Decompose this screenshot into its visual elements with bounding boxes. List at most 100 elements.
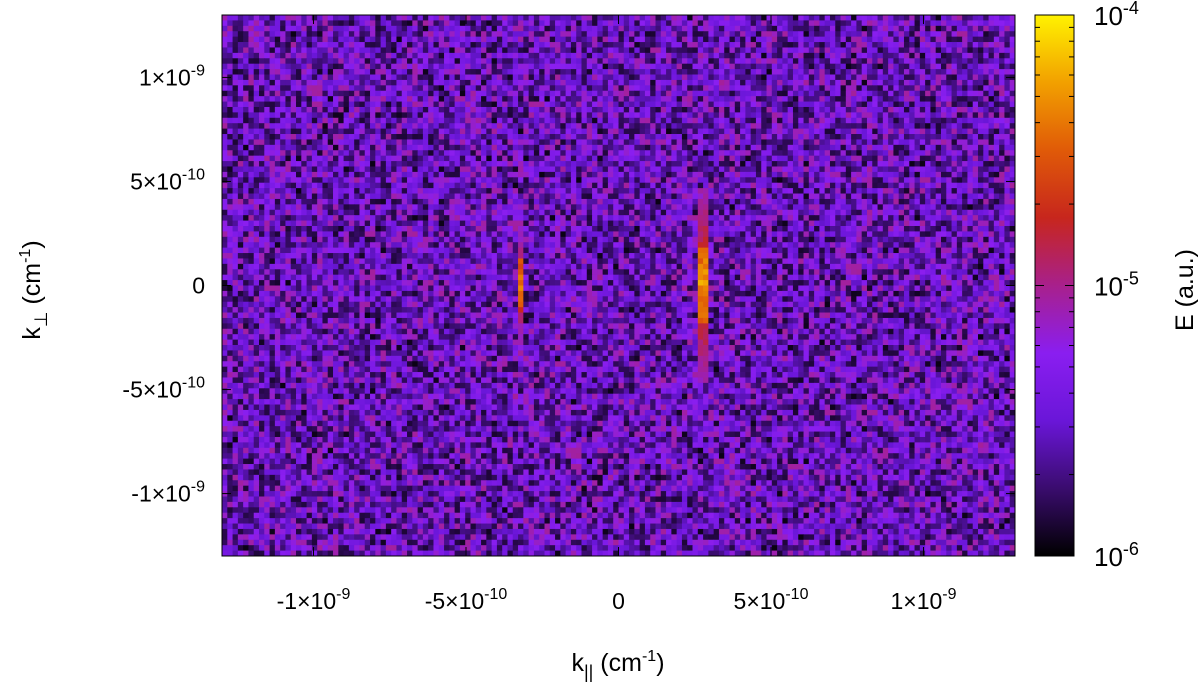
heatmap-cell (502, 101, 508, 108)
heatmap-cell (259, 134, 265, 140)
heatmap-cell (1009, 171, 1016, 178)
heatmap-cell (623, 188, 630, 194)
heatmap-cell (470, 150, 477, 157)
heatmap-cell (840, 161, 847, 167)
heatmap-cell (835, 96, 841, 102)
heatmap-cell (808, 42, 815, 48)
heatmap-cell (623, 182, 630, 189)
heatmap-cell (243, 69, 249, 75)
heatmap-cell (629, 25, 635, 32)
heatmap-cell (962, 58, 968, 65)
heatmap-cell (681, 47, 688, 54)
heatmap-cell (274, 79, 281, 86)
heatmap-cell (824, 188, 831, 194)
heatmap-cell (560, 63, 567, 70)
heatmap-cell (629, 112, 635, 119)
heatmap-cell (433, 69, 440, 75)
heatmap-cell (248, 128, 255, 135)
heatmap-cell (623, 47, 630, 54)
heatmap-cell (528, 63, 535, 70)
heatmap-cell (835, 139, 841, 146)
heatmap-cell (602, 58, 609, 65)
heatmap-cell (243, 90, 249, 97)
heatmap-cell (681, 52, 688, 59)
heatmap-cell (639, 20, 646, 27)
heatmap-cell (993, 171, 1000, 178)
heatmap-cell (866, 128, 873, 135)
heatmap-cell (533, 101, 540, 108)
heatmap-cell (518, 31, 524, 38)
heatmap-cell (570, 58, 577, 65)
heatmap-cell (851, 63, 857, 70)
heatmap-cell (655, 112, 662, 119)
heatmap-cell (903, 171, 910, 178)
heatmap-cell (496, 123, 503, 130)
heatmap-cell (639, 25, 646, 32)
heatmap-cell (533, 134, 540, 140)
heatmap-cell (248, 69, 255, 75)
heatmap-cell (322, 42, 329, 48)
heatmap-cell (798, 47, 804, 54)
heatmap-cell (237, 123, 244, 130)
heatmap-cell (565, 42, 572, 48)
heatmap-cell (999, 74, 1005, 81)
heatmap-cell (459, 139, 466, 146)
heatmap-cell (375, 166, 381, 173)
heatmap-cell (237, 63, 244, 70)
heatmap-cell (613, 36, 619, 43)
heatmap-cell (301, 182, 307, 189)
heatmap-cell (375, 177, 381, 184)
heatmap-cell (481, 90, 487, 97)
heatmap-cell (417, 150, 424, 157)
heatmap-cell (491, 166, 498, 173)
heatmap-cell (544, 101, 551, 108)
heatmap-cell (576, 90, 582, 97)
heatmap-cell (518, 36, 524, 43)
heatmap-cell (433, 117, 440, 124)
heatmap-cell (956, 15, 963, 21)
heatmap-cell (935, 42, 942, 48)
heatmap-cell (301, 101, 307, 108)
heatmap-cell (412, 128, 419, 135)
heatmap-cell (708, 15, 715, 21)
heatmap-cell (888, 171, 894, 178)
heatmap-cell (940, 106, 947, 113)
heatmap-cell (507, 128, 514, 135)
heatmap-cell (232, 188, 239, 194)
heatmap-cell (607, 161, 614, 167)
heatmap-cell (1004, 85, 1011, 92)
heatmap-cell (253, 96, 260, 102)
heatmap-cell (354, 58, 360, 65)
heatmap-cell (925, 15, 931, 21)
heatmap-cell (475, 52, 482, 59)
heatmap-cell (560, 166, 567, 173)
heatmap-cell (428, 69, 434, 75)
heatmap-cell (771, 166, 778, 173)
heatmap-cell (967, 177, 974, 184)
heatmap-cell (940, 166, 947, 173)
heatmap-cell (925, 85, 931, 92)
heatmap-cell (438, 106, 445, 113)
heatmap-cell (819, 36, 826, 43)
heatmap-cell (983, 188, 989, 194)
heatmap-cell (470, 155, 477, 162)
heatmap-cell (274, 123, 281, 130)
heatmap-cell (348, 101, 355, 108)
heatmap-cell (470, 171, 477, 178)
heatmap-cell (956, 36, 963, 43)
heatmap-cell (555, 90, 561, 97)
heatmap-cell (623, 15, 630, 21)
heatmap-cell (264, 150, 270, 157)
heatmap-cell (259, 112, 265, 119)
heatmap-cell (491, 74, 498, 81)
heatmap-cell (486, 15, 493, 21)
heatmap-cell (925, 112, 931, 119)
heatmap-cell (729, 85, 736, 92)
heatmap-cell (787, 139, 794, 146)
heatmap-cell (919, 188, 926, 194)
heatmap-cell (977, 42, 984, 48)
heatmap-cell (999, 15, 1005, 21)
heatmap-cell (713, 155, 720, 162)
heatmap-cell (602, 74, 609, 81)
heatmap-cell (285, 20, 292, 27)
